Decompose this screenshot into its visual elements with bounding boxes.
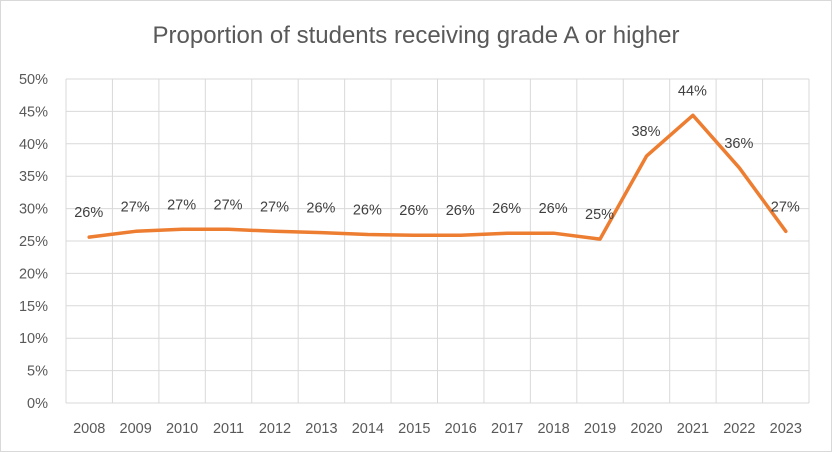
y-tick-label: 15% bbox=[19, 299, 48, 315]
x-tick-label: 2016 bbox=[445, 421, 477, 437]
data-label: 27% bbox=[167, 197, 196, 213]
y-tick-label: 5% bbox=[27, 364, 48, 380]
x-tick-label: 2023 bbox=[770, 421, 802, 437]
y-tick-label: 25% bbox=[19, 234, 48, 250]
x-tick-label: 2017 bbox=[491, 421, 523, 437]
data-label: 26% bbox=[492, 201, 521, 217]
data-label: 38% bbox=[631, 124, 660, 140]
y-tick-label: 45% bbox=[19, 104, 48, 120]
y-tick-label: 50% bbox=[19, 72, 48, 88]
x-tick-label: 2013 bbox=[305, 421, 337, 437]
data-label: 26% bbox=[74, 205, 103, 221]
x-axis-ticks: 2008 2009 2010 2011 2012 2013 2014 2015 2016 2017… bbox=[73, 421, 802, 437]
x-tick-label: 2022 bbox=[723, 421, 755, 437]
data-label: 26% bbox=[446, 203, 475, 219]
x-tick-label: 2008 bbox=[73, 421, 105, 437]
data-label: 36% bbox=[724, 136, 753, 152]
chart-title: Proportion of students receiving grade A… bbox=[153, 22, 680, 49]
y-tick-label: 40% bbox=[19, 137, 48, 153]
x-tick-label: 2012 bbox=[259, 421, 291, 437]
data-label: 44% bbox=[678, 83, 707, 99]
x-tick-label: 2018 bbox=[537, 421, 569, 437]
x-tick-label: 2011 bbox=[213, 421, 244, 437]
series-layer bbox=[87, 113, 788, 241]
y-tick-label: 0% bbox=[27, 396, 48, 412]
gridlines bbox=[65, 78, 810, 404]
data-label: 26% bbox=[306, 201, 335, 217]
x-tick-label: 2015 bbox=[398, 421, 430, 437]
data-label: 27% bbox=[121, 199, 150, 215]
x-tick-label: 2020 bbox=[630, 421, 662, 437]
x-tick-label: 2014 bbox=[352, 421, 384, 437]
x-tick-label: 2019 bbox=[584, 421, 616, 437]
x-tick-label: 2010 bbox=[166, 421, 198, 437]
x-tick-label: 2009 bbox=[120, 421, 152, 437]
data-label: 27% bbox=[260, 199, 289, 215]
y-tick-label: 10% bbox=[19, 331, 48, 347]
data-label: 26% bbox=[353, 203, 382, 219]
y-tick-label: 20% bbox=[19, 266, 48, 282]
y-axis-ticks: 0% 5% 10% 15% 20% 25% 30% 35% 40% 45% 50% bbox=[19, 72, 48, 412]
y-tick-label: 30% bbox=[19, 202, 48, 218]
data-label: 26% bbox=[399, 203, 428, 219]
series-line bbox=[87, 113, 788, 241]
data-labels: 26% 27% 27% 27% 27% 26% 26% 26% 26% 26% 26% 25% 38% 4… bbox=[74, 83, 800, 223]
data-label: 26% bbox=[539, 201, 568, 217]
data-label: 27% bbox=[771, 199, 800, 215]
y-tick-label: 35% bbox=[19, 169, 48, 185]
data-label: 27% bbox=[214, 197, 243, 213]
x-tick-label: 2021 bbox=[677, 421, 709, 437]
data-label: 25% bbox=[585, 207, 614, 223]
